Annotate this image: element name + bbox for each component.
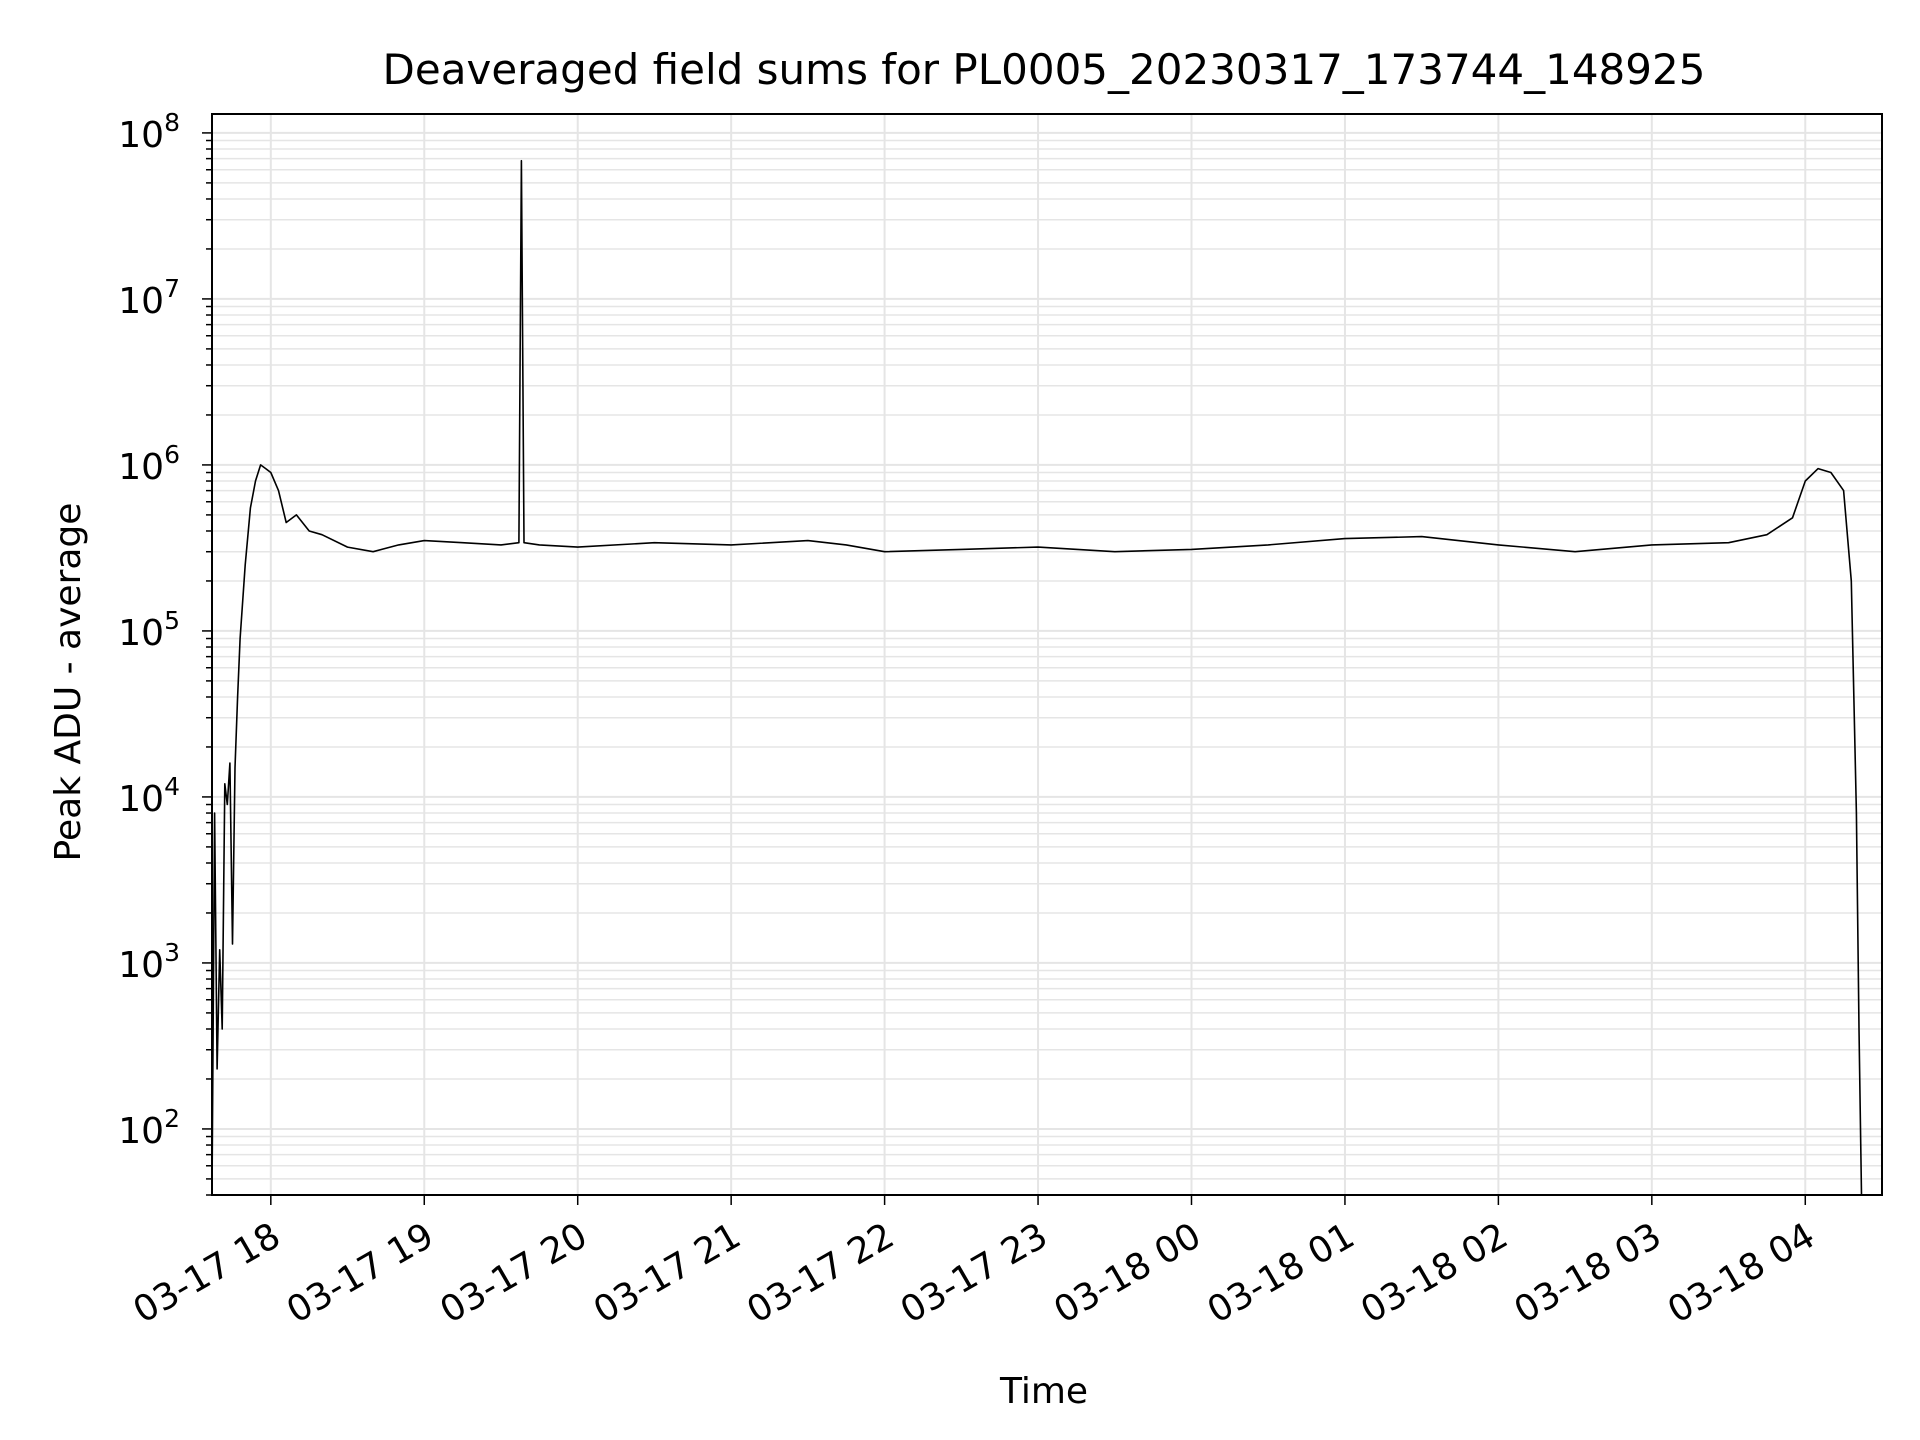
chart-title: Deaveraged field sums for PL0005_2023031… [383, 45, 1706, 94]
grid [212, 114, 1882, 1196]
y-tick-label: 102 [118, 1104, 180, 1152]
y-tick-label: 103 [118, 938, 180, 986]
y-axis-label: Peak ADU - average [48, 503, 89, 862]
y-tick-label: 108 [118, 108, 180, 156]
series-layer [211, 159, 1863, 1196]
x-axis-label: Time [999, 1371, 1088, 1412]
y-tick-label: 104 [118, 772, 180, 820]
y-tick-label: 107 [118, 274, 180, 322]
series-line [211, 159, 1863, 1196]
plot-frame [211, 113, 1883, 1196]
y-tick-label: 105 [118, 606, 180, 654]
y-tick-label: 106 [118, 440, 180, 488]
